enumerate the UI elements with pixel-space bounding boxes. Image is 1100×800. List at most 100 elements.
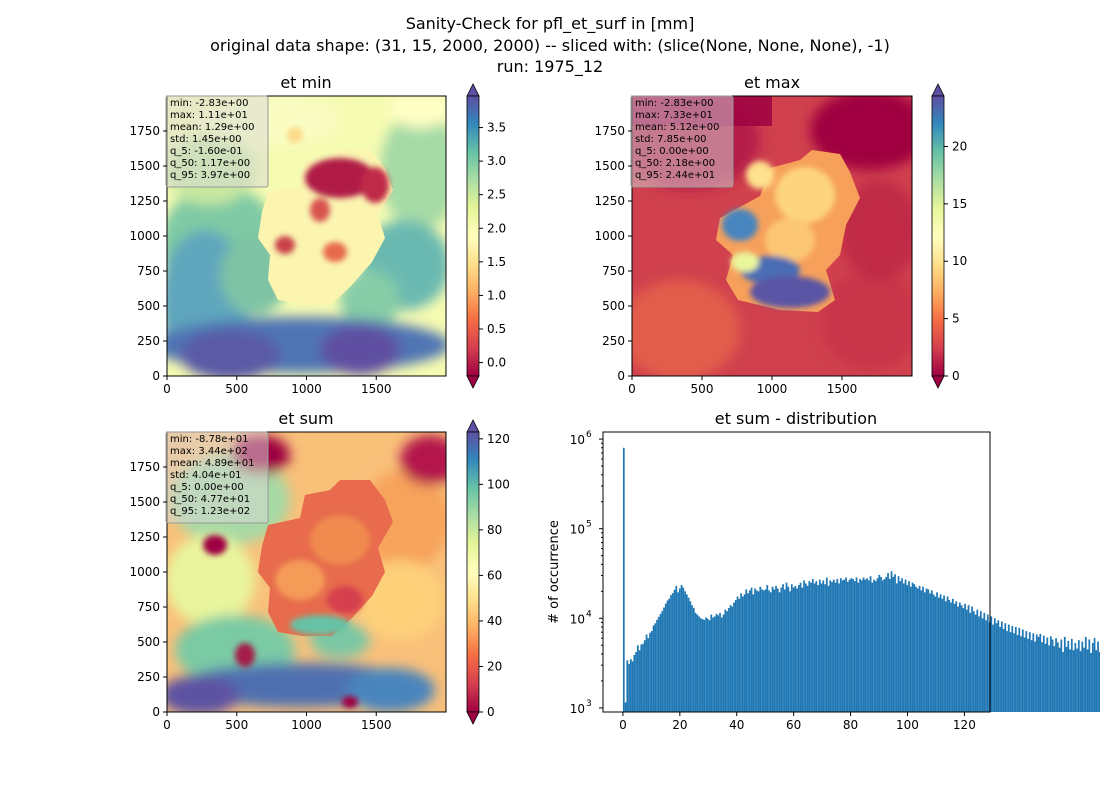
histogram-bar — [783, 589, 786, 712]
histogram-bar — [1077, 640, 1080, 712]
colorbar-tick-label: 0.5 — [487, 322, 506, 336]
histogram-bar — [649, 632, 651, 712]
histogram-bar — [778, 592, 781, 712]
histogram-bar — [820, 583, 823, 712]
panel-title-et-max: et max — [744, 73, 800, 92]
histogram-bar — [801, 587, 804, 712]
histogram-bar — [862, 577, 865, 712]
histogram-bar — [803, 580, 805, 712]
histogram-bar — [657, 616, 660, 712]
histogram-bar — [1014, 626, 1017, 712]
histogram-bar — [712, 617, 714, 712]
colorbar-et-max: 0 5 10 15 20 — [931, 83, 967, 389]
histogram-bar — [1072, 650, 1075, 712]
histogram-bar — [922, 586, 924, 712]
histogram-bar — [888, 578, 891, 712]
histogram-bar — [929, 593, 931, 712]
suptitle-line-1: Sanity-Check for pfl_et_surf in [mm] — [406, 14, 695, 34]
histogram-bar — [874, 581, 877, 712]
histogram-bar — [717, 615, 720, 712]
y-tick-label: 250 — [602, 334, 625, 348]
histogram-bar — [906, 585, 909, 712]
histogram-bar — [918, 585, 921, 712]
histogram-bar — [647, 638, 650, 712]
histogram-bar — [815, 581, 818, 712]
histogram-bar — [937, 597, 940, 712]
histogram-bar — [715, 613, 718, 712]
histogram-bar — [1056, 642, 1059, 712]
histogram-bar — [995, 623, 998, 712]
histogram-bar — [902, 583, 905, 712]
stat-line: q_5: -1.60e-01 — [170, 146, 243, 157]
histogram-bar — [846, 581, 849, 712]
colorbar-tick-label: 60 — [487, 568, 502, 582]
y-tick-label: 0 — [617, 369, 625, 383]
histogram-bar — [710, 614, 713, 712]
histogram-bar — [1095, 650, 1098, 712]
y-tick-label: 750 — [137, 600, 160, 614]
histogram-bar — [1016, 635, 1019, 712]
x-tick-label: 500 — [691, 382, 714, 396]
y-tick-label: 1250 — [594, 194, 625, 208]
histogram-bar — [904, 579, 907, 712]
x-tick-label: 20 — [672, 718, 687, 732]
histogram-bar — [1055, 638, 1057, 712]
histogram-bar — [916, 588, 919, 712]
histogram-bar — [1084, 636, 1087, 712]
histogram-y-label: # of occurrence — [547, 520, 562, 624]
histogram-bar — [1053, 646, 1056, 712]
stat-line: mean: 1.29e+00 — [170, 122, 254, 133]
histogram-bar — [1006, 631, 1008, 712]
stats-box-et-max: min: -2.83e+00 max: 7.33e+01 mean: 5.12e… — [630, 95, 734, 188]
histogram-bar — [691, 605, 693, 712]
x-tick-label: 100 — [896, 718, 919, 732]
histogram-bar — [934, 596, 937, 712]
histogram-bar — [656, 619, 658, 712]
histogram-bar — [699, 618, 702, 712]
x-tick-label: 0 — [163, 718, 171, 732]
y-tick-exponent: 4 — [586, 609, 592, 619]
stat-line: min: -8.78e+01 — [170, 434, 249, 445]
histogram-bar — [677, 592, 679, 712]
histogram-bar — [932, 594, 935, 712]
stat-line: mean: 4.89e+01 — [170, 458, 254, 469]
stat-line: q_95: 3.97e+00 — [170, 170, 250, 181]
x-axis-et-min: 0 500 1000 1500 — [163, 376, 392, 396]
colorbar-extend-bottom — [931, 375, 945, 389]
histogram-bar — [643, 640, 646, 712]
histogram-bar — [1020, 636, 1022, 712]
histogram-bar — [722, 614, 725, 712]
y-tick-label: 500 — [137, 299, 160, 313]
histogram-bar — [1009, 632, 1012, 712]
histogram-bar — [743, 594, 746, 712]
x-tick-label: 1500 — [827, 382, 858, 396]
histogram-bar — [920, 590, 923, 712]
histogram-bar — [897, 576, 900, 712]
histogram-bar — [883, 578, 886, 712]
histogram-bar — [631, 661, 634, 712]
histogram-bar — [757, 591, 760, 712]
y-axis-et-sum: 0 250 500 750 1000 1250 1500 1750 — [129, 460, 167, 719]
histogram-bar — [703, 619, 706, 712]
histogram-bar — [836, 578, 839, 712]
histogram-bar — [962, 608, 965, 712]
histogram-bar — [750, 587, 753, 712]
histogram-bar — [1046, 637, 1049, 712]
histogram-bar — [1065, 646, 1068, 712]
histogram-bar — [738, 598, 741, 712]
histogram-bar — [964, 603, 966, 712]
colorbar-tick-label: 10 — [952, 254, 967, 268]
histogram-bar — [976, 609, 979, 712]
histogram-bar — [878, 574, 881, 712]
y-tick-label: 1000 — [129, 565, 160, 579]
panel-et-min: et min — [129, 73, 506, 396]
histogram-bar — [727, 608, 730, 712]
histogram-bar — [736, 596, 739, 712]
histogram-bar — [955, 601, 958, 712]
histogram-bar — [965, 609, 968, 712]
y-tick-label: 0 — [152, 369, 160, 383]
histogram-bar — [670, 594, 672, 712]
histogram-bar — [855, 577, 858, 712]
